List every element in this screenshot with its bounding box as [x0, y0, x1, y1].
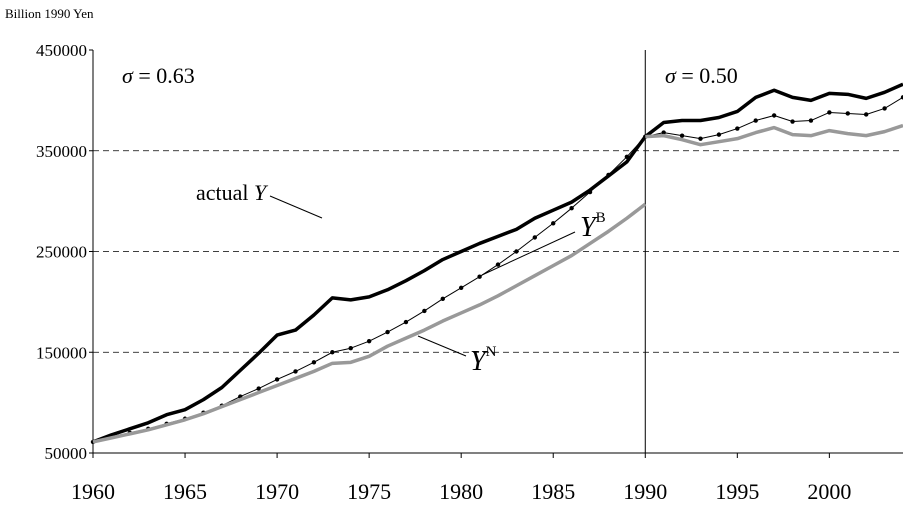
series-line — [92, 123, 903, 444]
arrow — [481, 231, 576, 276]
arrow — [269, 195, 323, 219]
x-tick-label: 1960 — [71, 479, 115, 504]
label-var: Y — [254, 180, 269, 205]
point — [440, 296, 445, 302]
point — [808, 118, 814, 123]
point — [458, 285, 464, 290]
annotation: σ = 0.63 — [122, 63, 195, 88]
point — [495, 262, 501, 267]
sigma: σ — [665, 63, 677, 88]
point — [551, 221, 556, 226]
point — [256, 386, 261, 391]
line-label: actual Y — [196, 180, 269, 205]
point — [698, 136, 703, 141]
y-tick-label: 150000 — [36, 343, 87, 362]
point — [348, 346, 353, 351]
annotation: σ = 0.50 — [665, 63, 738, 88]
annotation-text: = 0.50 — [681, 63, 737, 88]
y-axis-label: Billion 1990 Yen — [5, 6, 94, 21]
point — [679, 133, 685, 138]
label-text: actual — [196, 180, 249, 205]
point — [735, 126, 740, 131]
label-sup: B — [596, 210, 606, 226]
x-tick-label: 1990 — [623, 479, 667, 504]
point — [845, 111, 850, 116]
x-tick-label: 1970 — [255, 479, 299, 504]
series-line — [92, 96, 903, 443]
point — [587, 189, 593, 195]
point — [900, 95, 903, 100]
x-tick-label: 1985 — [531, 479, 575, 504]
x-tick-label: 1995 — [715, 479, 759, 504]
point — [532, 235, 538, 240]
point — [311, 360, 317, 365]
label-sup: N — [486, 344, 497, 360]
y-tick-label: 250000 — [36, 243, 87, 262]
point — [385, 329, 390, 335]
point — [330, 350, 335, 355]
point — [863, 112, 869, 117]
plot: 50000 150000 250000 350000 450000 1960 1965 197… — [36, 41, 903, 504]
point — [753, 118, 758, 123]
point — [771, 113, 777, 118]
point — [514, 249, 519, 254]
x-tick-label: 1965 — [163, 479, 207, 504]
point — [293, 369, 298, 374]
point — [569, 205, 574, 211]
line-label: YB — [580, 210, 606, 243]
point — [403, 319, 409, 325]
point — [624, 154, 630, 159]
point — [790, 119, 795, 124]
y-tick-label: 350000 — [36, 142, 87, 161]
point — [606, 172, 611, 178]
point — [827, 110, 832, 115]
x-tick-label: 1975 — [347, 479, 391, 504]
point — [422, 308, 427, 314]
point — [366, 338, 372, 344]
x-tick-label: 1980 — [439, 479, 483, 504]
label-var: Y — [580, 212, 599, 243]
annotation-text: = 0.63 — [138, 63, 194, 88]
y-tick-label: 50000 — [45, 444, 88, 463]
x-tick-label: 2000 — [807, 479, 851, 504]
series-line — [92, 82, 903, 444]
point — [274, 377, 280, 382]
y-tick-label: 450000 — [36, 41, 87, 60]
point — [716, 132, 722, 137]
point — [661, 130, 666, 135]
label-var: Y — [470, 346, 489, 377]
point — [477, 274, 482, 279]
point — [882, 106, 887, 111]
line-label: YN — [470, 344, 497, 377]
sigma: σ — [122, 63, 134, 88]
arrow — [417, 335, 467, 357]
